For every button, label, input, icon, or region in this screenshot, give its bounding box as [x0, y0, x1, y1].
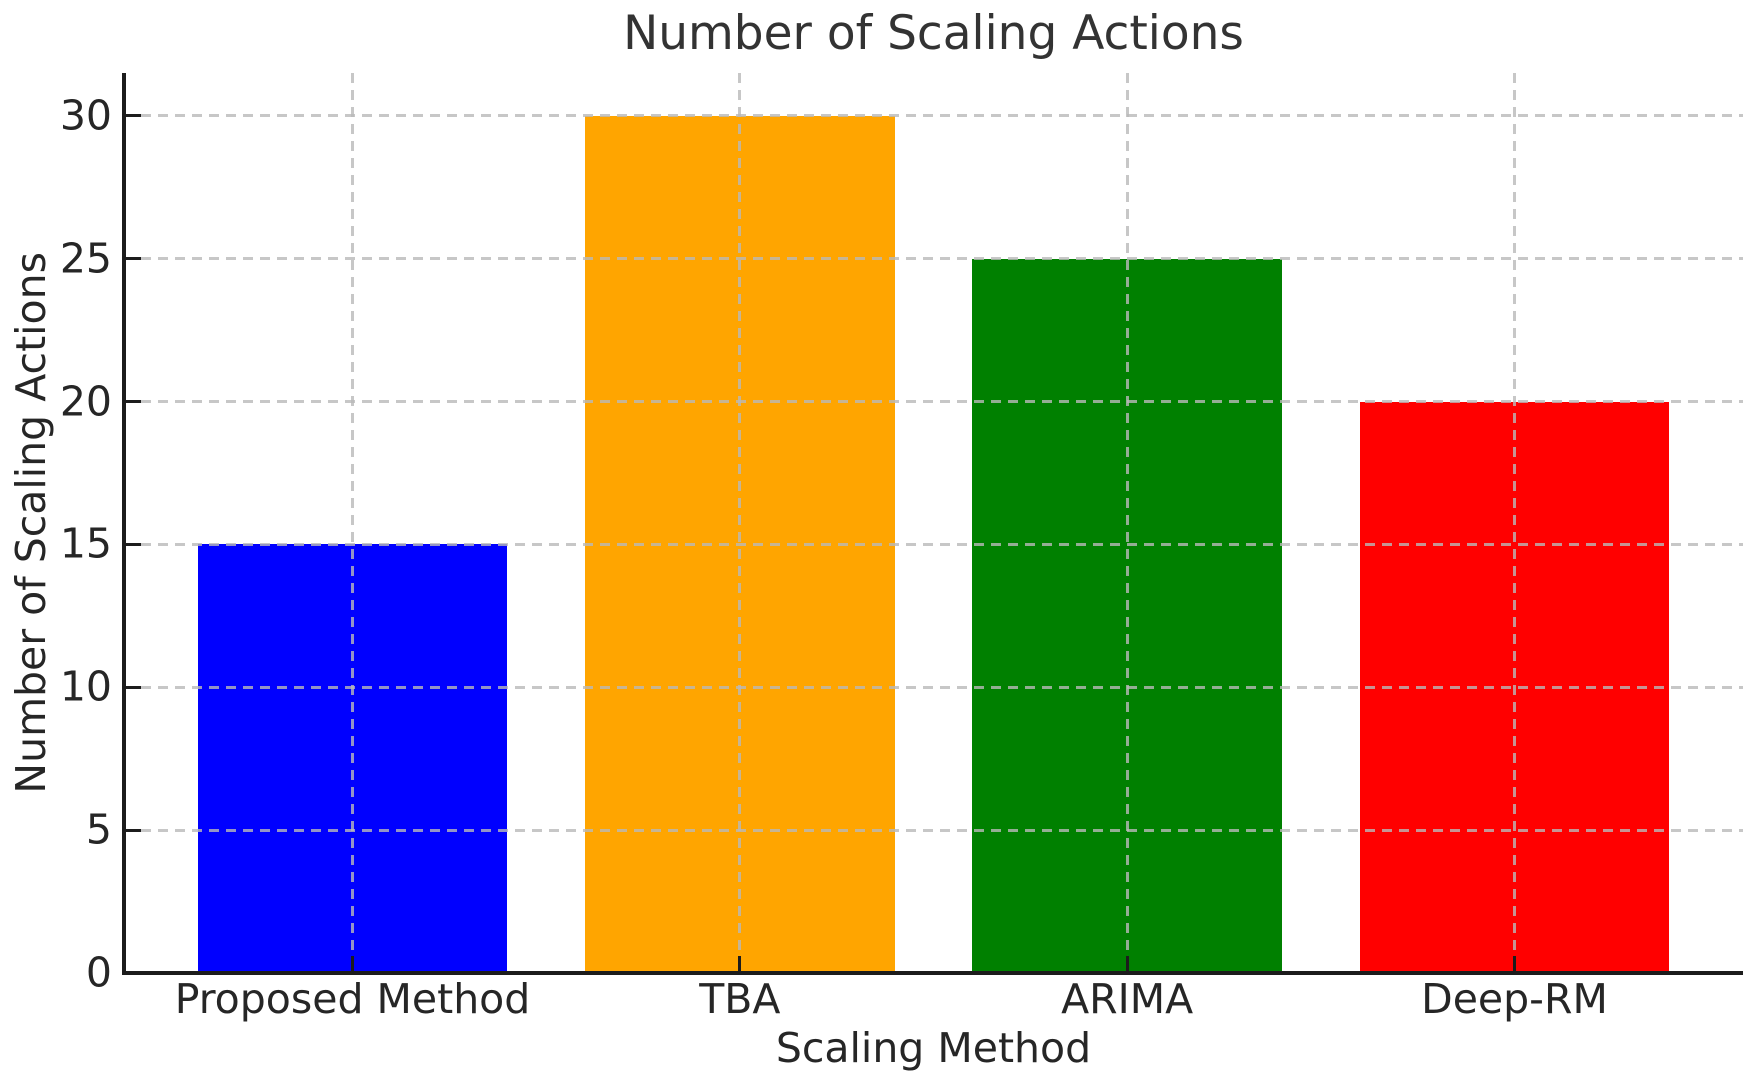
y-tick-label-20: 20: [59, 377, 112, 426]
y-tick-mark-10: [126, 685, 141, 689]
y-tick-label-15: 15: [59, 519, 112, 568]
x-tick-mark-proposed-method: [351, 956, 355, 971]
plot-area: [124, 73, 1743, 975]
gridline-y-15: [124, 542, 1743, 546]
y-tick-mark-0: [126, 971, 141, 975]
gridline-y-25: [124, 257, 1743, 261]
y-tick-label-10: 10: [59, 662, 112, 711]
x-tick-mark-tba: [738, 956, 742, 971]
x-axis-label: Scaling Method: [775, 1024, 1092, 1072]
y-axis-spine: [122, 73, 126, 975]
x-tick-label-deep-rm: Deep-RM: [1421, 975, 1608, 1023]
gridline-y-20: [124, 400, 1743, 404]
y-tick-mark-30: [126, 114, 141, 118]
x-tick-label-proposed-method: Proposed Method: [174, 975, 531, 1023]
gridline-y-30: [124, 114, 1743, 118]
y-tick-label-5: 5: [85, 805, 112, 854]
x-tick-mark-deep-rm: [1512, 956, 1516, 971]
y-tick-label-0: 0: [85, 948, 112, 997]
gridline-y-5: [124, 828, 1743, 832]
x-tick-mark-arima: [1125, 956, 1129, 971]
y-tick-mark-25: [126, 257, 141, 261]
gridline-y-10: [124, 685, 1743, 689]
gridline-x-deep-rm: [1512, 73, 1516, 973]
x-tick-label-arima: ARIMA: [1061, 975, 1194, 1023]
y-tick-label-25: 25: [59, 234, 112, 283]
gridline-x-tba: [738, 73, 742, 973]
gridline-x-arima: [1125, 73, 1129, 973]
y-tick-mark-20: [126, 400, 141, 404]
x-axis-spine: [122, 971, 1743, 975]
gridline-x-proposed-method: [351, 73, 355, 973]
chart-title: Number of Scaling Actions: [623, 6, 1244, 61]
x-tick-label-tba: TBA: [699, 975, 781, 1023]
y-tick-mark-5: [126, 828, 141, 832]
y-tick-mark-15: [126, 542, 141, 546]
y-tick-label-30: 30: [59, 91, 112, 140]
